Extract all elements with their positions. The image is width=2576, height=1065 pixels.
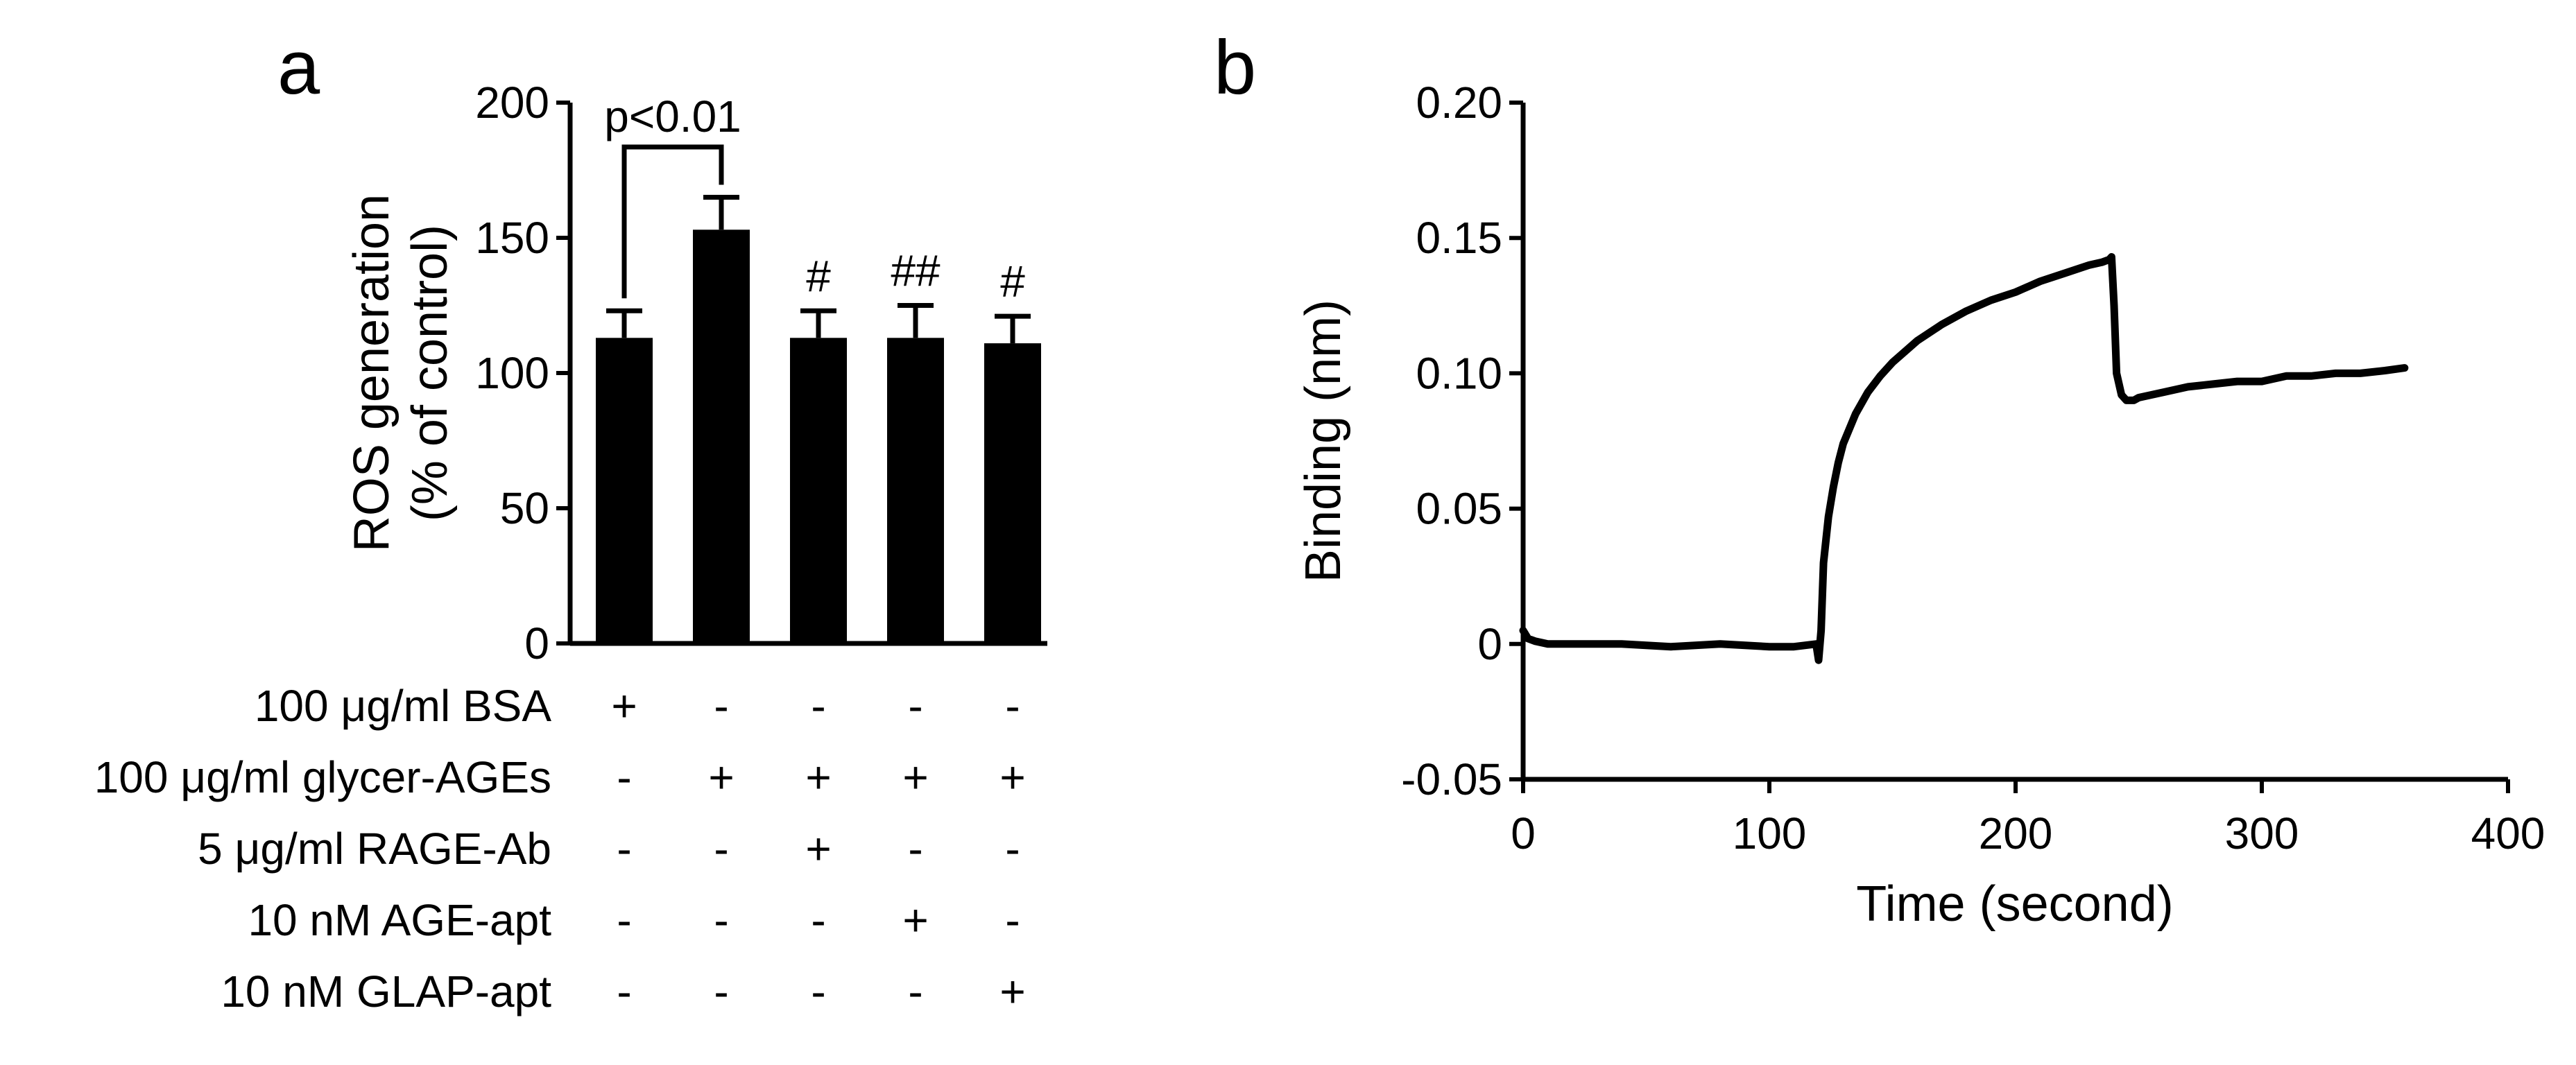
condition-sign: - (908, 824, 922, 874)
x-tick-label: 300 (2225, 808, 2299, 858)
significance-mark: ## (891, 246, 941, 296)
bar (790, 338, 847, 643)
condition-label: 10 nM GLAP-apt (221, 967, 551, 1016)
y-tick-label: 150 (475, 213, 549, 263)
y-tick-label: 0 (524, 618, 549, 668)
x-tick-label: 100 (1733, 808, 1807, 858)
condition-sign: + (611, 681, 637, 731)
y-tick-label: 100 (475, 348, 549, 398)
condition-sign: + (708, 752, 734, 802)
y-tick-label: 200 (475, 78, 549, 128)
condition-sign: - (617, 895, 631, 945)
condition-label: 10 nM AGE-apt (248, 895, 551, 945)
condition-sign: - (617, 967, 631, 1016)
condition-sign: + (999, 752, 1025, 802)
x-tick-label: 400 (2471, 808, 2545, 858)
condition-sign: - (714, 895, 728, 945)
condition-sign: + (999, 967, 1025, 1016)
panel-letter: b (1214, 25, 1256, 110)
bar (596, 338, 653, 643)
condition-sign: + (902, 895, 928, 945)
condition-sign: - (811, 681, 825, 731)
significance-mark: # (1000, 257, 1025, 306)
condition-sign: - (811, 967, 825, 1016)
panel-a-bar-chart: a 0 50 100 150 200 ROS generation(% of control… (94, 25, 1047, 1016)
condition-sign: + (902, 752, 928, 802)
y-tick-label: 50 (500, 483, 549, 533)
y-tick-label: 0 (1477, 619, 1502, 669)
x-axis-title: Time (second) (1856, 876, 2173, 932)
condition-sign: - (714, 681, 728, 731)
bar (984, 343, 1041, 643)
y-tick-label: -0.05 (1401, 754, 1502, 804)
y-axis-title-line: ROS generation (344, 194, 400, 552)
condition-label: 100 μg/ml BSA (255, 681, 552, 731)
bar (693, 230, 750, 643)
condition-sign: - (811, 895, 825, 945)
significance-bracket (621, 144, 724, 299)
y-axis-title: Binding (nm) (1296, 300, 1351, 582)
y-tick-label: 0.20 (1416, 78, 1502, 128)
condition-sign: - (1005, 681, 1020, 731)
condition-sign: + (805, 752, 831, 802)
x-tick-label: 200 (1979, 808, 2053, 858)
y-tick-label: 0.10 (1416, 348, 1502, 398)
condition-sign: - (908, 967, 922, 1016)
condition-sign: - (908, 681, 922, 731)
bar (887, 338, 944, 643)
condition-label: 100 μg/ml glycer-AGEs (94, 752, 551, 802)
x-tick-label: 0 (1511, 808, 1536, 858)
y-axis-title: ROS generation(% of control) (344, 194, 458, 552)
condition-sign: - (617, 824, 631, 874)
condition-sign: + (805, 824, 831, 874)
panel-letter: a (277, 25, 320, 110)
condition-sign: - (714, 824, 728, 874)
y-axis-title-line: (% of control) (402, 225, 458, 521)
condition-sign: - (714, 967, 728, 1016)
y-tick-label: 0.05 (1416, 484, 1502, 534)
y-tick-label: 0.15 (1416, 213, 1502, 263)
condition-sign: - (1005, 895, 1020, 945)
condition-label: 5 μg/ml RAGE-Ab (198, 824, 551, 874)
p-value-annotation: p<0.01 (604, 92, 741, 141)
binding-series-line (1519, 253, 2409, 664)
condition-sign: - (1005, 824, 1020, 874)
condition-sign: - (617, 752, 631, 802)
significance-mark: # (806, 251, 831, 301)
